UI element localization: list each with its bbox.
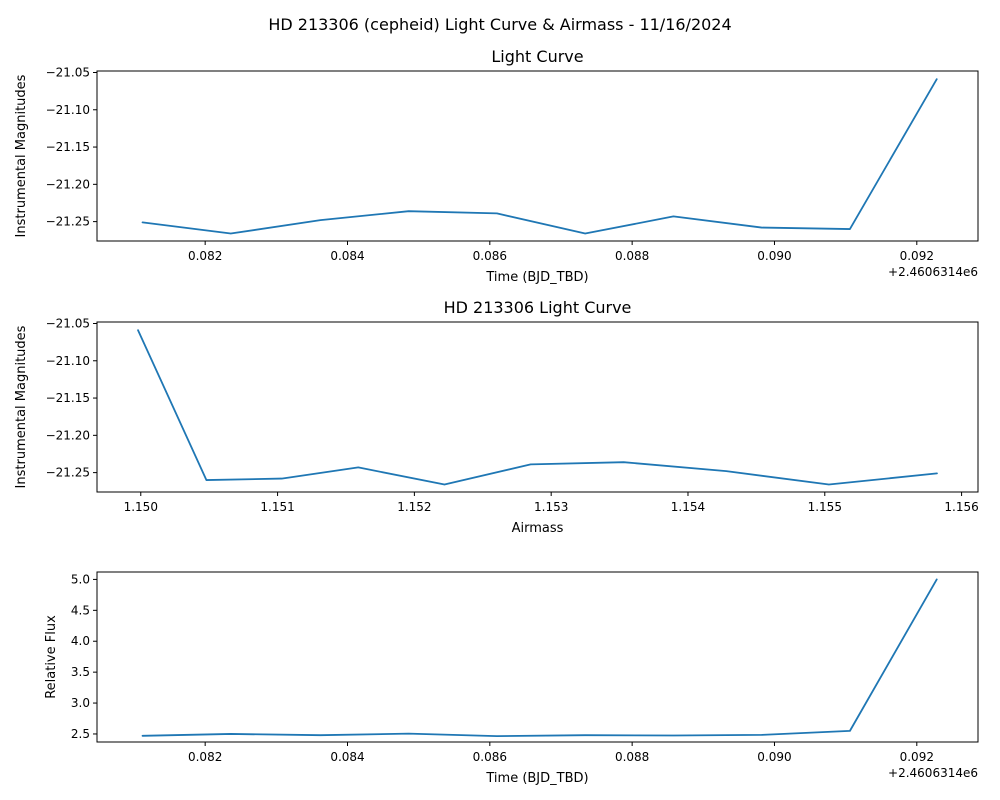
x-offset-label: +2.4606314e6 — [888, 265, 978, 279]
panel-title: Light Curve — [491, 47, 583, 66]
x-tick-label: 0.084 — [330, 249, 364, 263]
x-tick-label: 0.088 — [615, 249, 649, 263]
x-tick-label: 0.082 — [188, 750, 222, 764]
y-axis-label: Relative Flux — [44, 615, 59, 699]
y-axis-label: Instrumental Magnitudes — [14, 325, 29, 488]
plot-frame — [96, 571, 979, 743]
x-tick-label: 1.150 — [124, 500, 158, 514]
y-tick-label: −21.05 — [46, 316, 90, 330]
y-tick-label: 3.5 — [71, 665, 90, 679]
y-tick-label: −21.15 — [46, 140, 90, 154]
x-tick-label: 0.084 — [330, 750, 364, 764]
x-tick-label: 0.088 — [615, 750, 649, 764]
x-axis-label: Time (BJD_TBD) — [485, 771, 588, 786]
x-tick-label: 0.090 — [757, 249, 791, 263]
y-tick-label: 3.0 — [71, 696, 90, 710]
y-tick-label: −21.25 — [46, 215, 90, 229]
x-tick-label: 0.092 — [900, 750, 934, 764]
x-tick-label: 1.154 — [671, 500, 705, 514]
x-tick-label: 1.153 — [534, 500, 568, 514]
y-tick-label: −21.10 — [46, 103, 90, 117]
y-axis-label: Instrumental Magnitudes — [14, 74, 29, 237]
y-tick-label: −21.20 — [46, 428, 90, 442]
y-tick-label: −21.20 — [46, 177, 90, 191]
x-tick-label: 0.090 — [757, 750, 791, 764]
y-tick-label: −21.15 — [46, 391, 90, 405]
x-tick-label: 1.151 — [260, 500, 294, 514]
x-tick-label: 1.152 — [397, 500, 431, 514]
figure-suptitle: HD 213306 (cepheid) Light Curve & Airmas… — [268, 15, 731, 34]
relative-flux-panel: 0.082 0.084 0.086 0.088 0.090 0.092 2.5 3.0 3.5 4… — [44, 571, 979, 786]
series-line — [137, 329, 938, 486]
plot-frame — [96, 321, 979, 493]
x-tick-label: 0.082 — [188, 249, 222, 263]
y-tick-label: 5.0 — [71, 572, 90, 586]
y-tick-label: −21.05 — [46, 65, 90, 79]
x-tick-label: 0.092 — [900, 249, 934, 263]
y-tick-label: −21.10 — [46, 354, 90, 368]
panel-title: HD 213306 Light Curve — [444, 298, 632, 317]
light-curve-airmass-panel: 1.150 1.151 1.152 1.153 1.154 1.155 1.156 −21.2… — [14, 298, 979, 536]
series-line — [141, 78, 938, 235]
x-axis-label: Airmass — [512, 521, 564, 536]
x-tick-label: 0.086 — [473, 249, 507, 263]
plot-frame — [96, 70, 979, 242]
x-offset-label: +2.4606314e6 — [888, 766, 978, 780]
x-tick-label: 0.086 — [473, 750, 507, 764]
y-tick-label: 4.0 — [71, 634, 90, 648]
series-line — [141, 578, 938, 738]
x-tick-label: 1.156 — [944, 500, 978, 514]
x-tick-label: 1.155 — [808, 500, 842, 514]
y-tick-label: −21.25 — [46, 466, 90, 480]
x-axis-label: Time (BJD_TBD) — [485, 270, 588, 285]
light-curve-time-panel: 0.082 0.084 0.086 0.088 0.090 0.092 −21.25 −21.… — [14, 47, 979, 285]
y-tick-label: 4.5 — [71, 603, 90, 617]
y-tick-label: 2.5 — [71, 727, 90, 741]
